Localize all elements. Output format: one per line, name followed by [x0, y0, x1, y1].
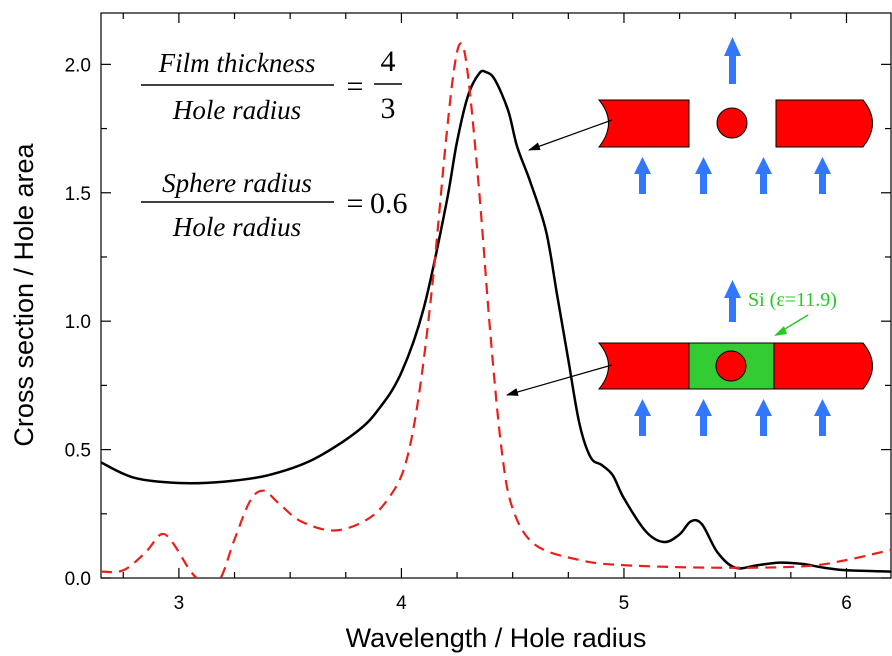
- x-tick-label: 6: [841, 593, 852, 614]
- inset2-sphere: [716, 351, 746, 381]
- y-axis-ticks: [101, 64, 891, 578]
- inset-empty-hole: [599, 37, 873, 194]
- equation-sphere-radius: Sphere radius Hole radius = 0.6: [141, 168, 408, 242]
- x-axis-title: Wavelength / Hole radius: [346, 623, 647, 653]
- eq1-value-numerator: 4: [381, 45, 396, 78]
- x-tick-label: 3: [174, 593, 185, 614]
- y-tick-label: 1.5: [65, 184, 91, 205]
- inset2-film-left: [599, 343, 689, 389]
- inset1-film-left: [599, 100, 689, 147]
- eq1-numerator: Film thickness: [158, 48, 316, 78]
- equation-film-thickness: Film thickness Hole radius = 4 3: [141, 45, 402, 125]
- y-axis-tick-labels: 0.0 0.5 1.0 1.5 2.0: [65, 55, 91, 590]
- y-tick-label: 1.0: [65, 312, 91, 333]
- y-axis-title: Cross section / Hole area: [9, 142, 39, 446]
- inset2-input-arrows-icon: [634, 399, 831, 436]
- inset1-output-arrow-icon: [724, 37, 741, 84]
- x-axis-tick-labels: 3 4 5 6: [174, 593, 852, 614]
- inset1-film-right: [776, 100, 873, 147]
- eq2-value: 0.6: [370, 187, 408, 220]
- eq1-denominator: Hole radius: [172, 95, 301, 125]
- si-label: Si (ε=11.9): [748, 289, 837, 311]
- x-tick-label: 4: [396, 593, 407, 614]
- inset1-sphere: [717, 108, 747, 138]
- x-tick-label: 5: [619, 593, 630, 614]
- eq1-equals: =: [347, 70, 364, 103]
- eq2-denominator: Hole radius: [172, 212, 301, 242]
- eq2-equals: =: [347, 187, 364, 220]
- eq1-value-denominator: 3: [381, 92, 396, 125]
- y-tick-label: 0.0: [65, 569, 91, 590]
- inset-si-filled-hole: Si (ε=11.9): [599, 280, 873, 436]
- inset2-film-right: [774, 343, 873, 389]
- series-solid-line: [101, 71, 891, 572]
- si-label-pointer-head: [774, 326, 787, 336]
- y-tick-label: 2.0: [65, 55, 91, 76]
- eq2-numerator: Sphere radius: [162, 168, 312, 198]
- y-tick-label: 0.5: [65, 441, 91, 462]
- inset1-input-arrows-icon: [634, 157, 831, 194]
- inset2-output-arrow-icon: [724, 280, 741, 322]
- pointer-to-dashed-curve: [507, 365, 612, 395]
